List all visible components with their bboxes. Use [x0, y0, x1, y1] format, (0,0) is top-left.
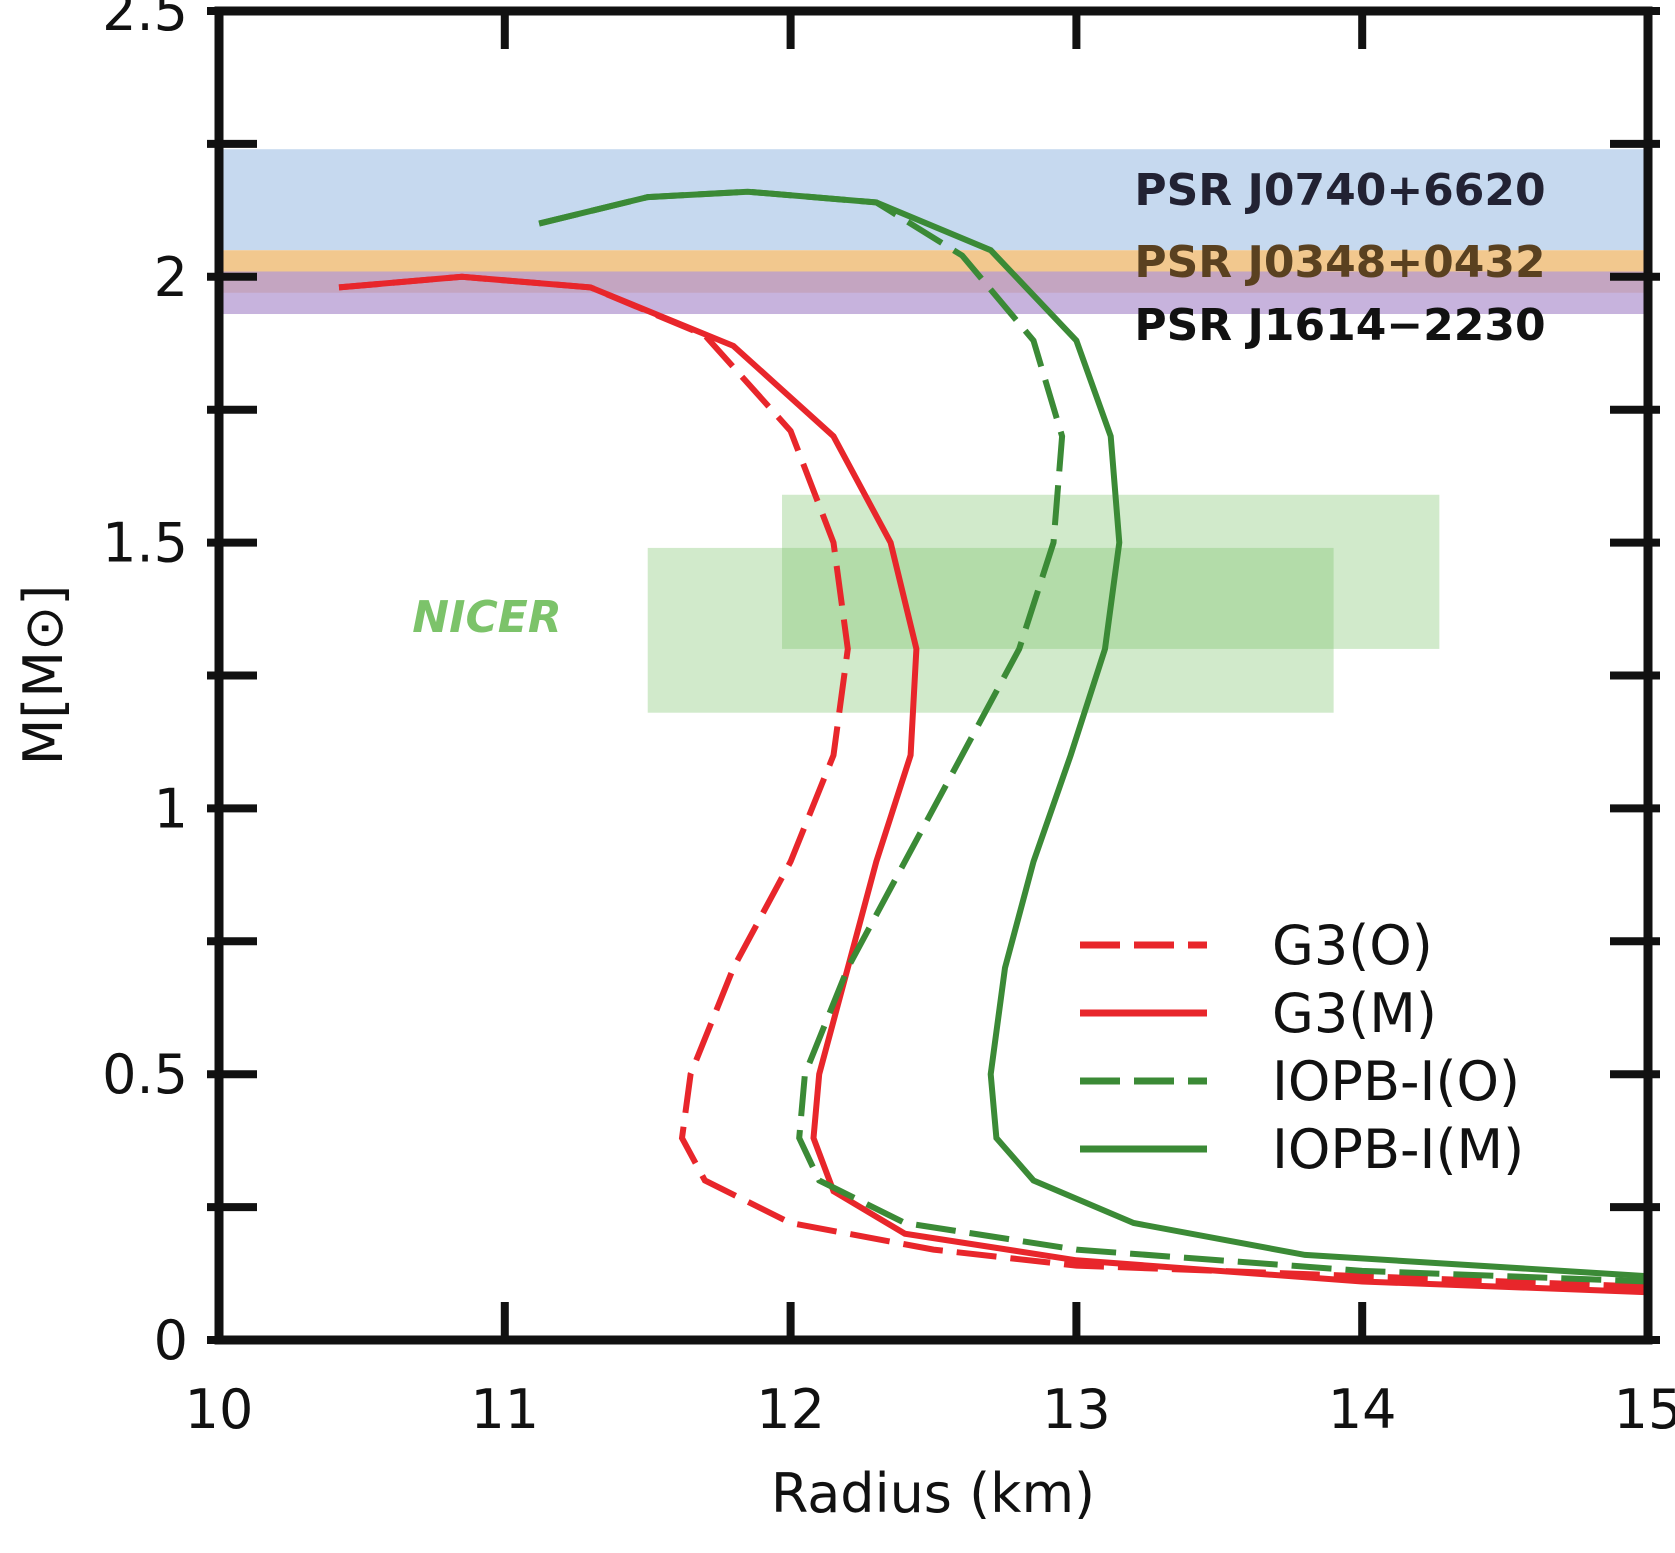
band-label: PSR J0740+6620 [1134, 165, 1545, 216]
band [219, 149, 1648, 251]
legend-label: IOPB-I(O) [1272, 1050, 1520, 1113]
x-tick-label: 11 [470, 1378, 539, 1441]
band-label: PSR J1614−2230 [1134, 300, 1545, 351]
y-axis-title: M[M⊙] [12, 585, 75, 766]
x-tick-label: 12 [756, 1378, 825, 1441]
x-tick-label: 13 [1042, 1378, 1111, 1441]
nicer-label: NICER [412, 592, 561, 643]
y-tick-label: 2 [154, 246, 188, 309]
nicer-box [647, 547, 1334, 713]
curve [338, 273, 1649, 1296]
legend-label: G3(O) [1272, 914, 1433, 977]
y-tick-label: 0.5 [102, 1043, 188, 1106]
band-label: PSR J0348+0432 [1134, 237, 1545, 288]
curve [538, 188, 1649, 1280]
legend-label: IOPB-I(M) [1272, 1118, 1524, 1181]
y-tick-label: 2.5 [102, 0, 188, 43]
legend-label: G3(M) [1272, 982, 1437, 1045]
x-tick-label: 14 [1328, 1378, 1397, 1441]
x-axis-title: Radius (km) [771, 1462, 1095, 1525]
x-tick-label: 15 [1614, 1378, 1675, 1441]
y-tick-label: 1 [154, 777, 188, 840]
x-tick-label: 10 [185, 1378, 254, 1441]
y-tick-label: 0 [154, 1309, 188, 1372]
y-tick-label: 1.5 [102, 512, 188, 575]
